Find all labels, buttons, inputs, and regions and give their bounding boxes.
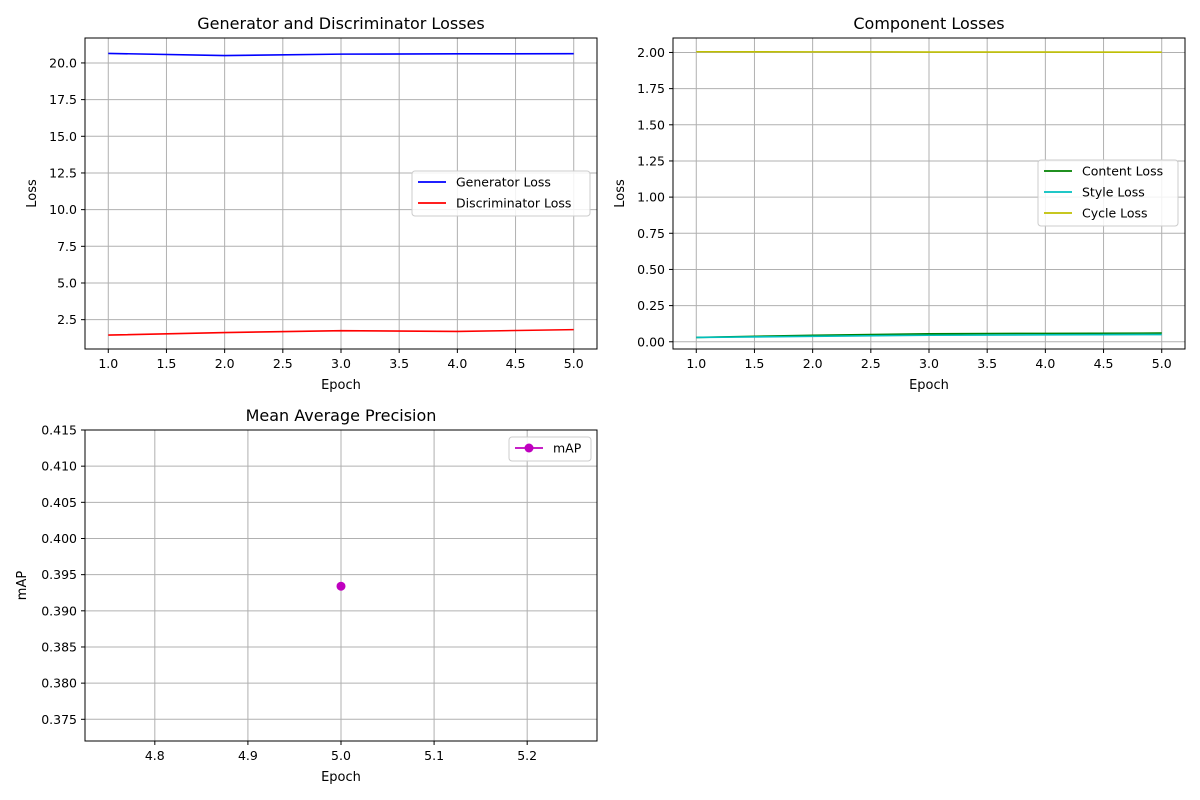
x-tick-label: 5.0 [564, 356, 584, 371]
x-axis-label: Epoch [909, 378, 949, 393]
legend: Content Loss Style Loss Cycle Loss [1037, 159, 1179, 227]
legend-label: Cycle Loss [1082, 206, 1148, 221]
y-tick-label: 0.00 [637, 334, 665, 349]
series-line-0 [108, 52, 574, 57]
y-tick-label: 7.5 [57, 239, 77, 254]
x-tick-label: 3.5 [977, 356, 997, 371]
y-tick-label: 15.0 [49, 129, 77, 144]
y-tick-label: 0.395 [41, 567, 77, 582]
y-axis-label: Loss [25, 179, 40, 208]
y-tick-label: 0.405 [41, 495, 77, 510]
y-axis-label: mAP [15, 571, 30, 601]
y-tick-label: 0.415 [41, 423, 77, 438]
x-tick-label: 1.0 [686, 356, 706, 371]
x-tick-label: 2.5 [273, 356, 293, 371]
y-tick-label: 1.25 [637, 153, 665, 168]
subplot-3: 4.8 4.9 5.0 5.1 5.2 0.375 0.380 0.385 0.390 0.395… [15, 406, 598, 785]
x-tick-label: 3.0 [919, 356, 939, 371]
subplot-2: 1.0 1.5 2.0 2.5 3.0 3.5 4.0 4.5 5.0 0.00 0.25 0.50 0… [613, 14, 1186, 393]
data-point [336, 581, 346, 591]
axes-frame [672, 37, 1186, 350]
y-tick-label: 10.0 [49, 202, 77, 217]
y-tick-label: 0.390 [41, 603, 77, 618]
x-tick-label: 3.0 [331, 356, 351, 371]
x-tick-label: 4.5 [506, 356, 526, 371]
chart-title: Mean Average Precision [246, 406, 437, 425]
legend-label: Style Loss [1082, 185, 1145, 200]
axes-frame [84, 37, 598, 350]
y-tick-label: 5.0 [57, 275, 77, 290]
legend-box [508, 436, 592, 462]
y-tick-label: 0.75 [637, 226, 665, 241]
x-tick-label: 1.0 [98, 356, 118, 371]
y-tick-label: 0.50 [637, 262, 665, 277]
x-tick-label: 3.5 [389, 356, 409, 371]
x-tick-label: 1.5 [157, 356, 177, 371]
y-tick-label: 1.00 [637, 190, 665, 205]
y-tick-label: 17.5 [49, 92, 77, 107]
legend-label: Generator Loss [456, 175, 551, 190]
legend-label: Content Loss [1082, 164, 1163, 179]
x-tick-label: 5.0 [1152, 356, 1172, 371]
x-axis-label: Epoch [321, 770, 361, 785]
x-tick-label: 4.8 [145, 748, 165, 763]
legend-label: mAP [553, 441, 582, 456]
x-tick-label: 4.0 [447, 356, 467, 371]
x-tick-label: 5.1 [424, 748, 444, 763]
y-tick-label: 0.375 [41, 712, 77, 727]
x-tick-label: 2.0 [803, 356, 823, 371]
legend-box [411, 170, 591, 217]
subplot-1: 1.0 1.5 2.0 2.5 3.0 3.5 4.0 4.5 5.0 2.5 5.0 7.5 10.0… [25, 14, 598, 393]
x-tick-label: 1.5 [745, 356, 765, 371]
series-line-1 [108, 328, 574, 336]
y-tick-label: 0.25 [637, 298, 665, 313]
y-tick-label: 12.5 [49, 165, 77, 180]
chart-title: Generator and Discriminator Losses [197, 14, 484, 33]
x-tick-label: 2.5 [861, 356, 881, 371]
chart-title: Component Losses [853, 14, 1004, 33]
y-tick-label: 20.0 [49, 55, 77, 70]
x-tick-label: 2.0 [215, 356, 235, 371]
legend-marker [524, 443, 534, 453]
x-tick-label: 5.0 [331, 748, 351, 763]
y-tick-label: 2.00 [637, 45, 665, 60]
axes-frame [84, 429, 598, 742]
legend: Generator Loss Discriminator Loss [411, 170, 591, 217]
y-tick-label: 0.410 [41, 459, 77, 474]
x-tick-label: 5.2 [517, 748, 537, 763]
legend-label: Discriminator Loss [456, 196, 571, 211]
y-tick-label: 2.5 [57, 312, 77, 327]
x-tick-label: 4.5 [1094, 356, 1114, 371]
legend-box [1037, 159, 1179, 227]
x-tick-label: 4.9 [238, 748, 258, 763]
y-tick-label: 0.380 [41, 676, 77, 691]
y-axis-label: Loss [613, 179, 628, 208]
legend: mAP [508, 436, 592, 462]
series-line-1 [696, 333, 1162, 339]
x-tick-label: 4.0 [1035, 356, 1055, 371]
y-tick-label: 0.385 [41, 639, 77, 654]
y-tick-label: 1.75 [637, 81, 665, 96]
x-axis-label: Epoch [321, 378, 361, 393]
y-tick-label: 1.50 [637, 117, 665, 132]
y-tick-label: 0.400 [41, 531, 77, 546]
